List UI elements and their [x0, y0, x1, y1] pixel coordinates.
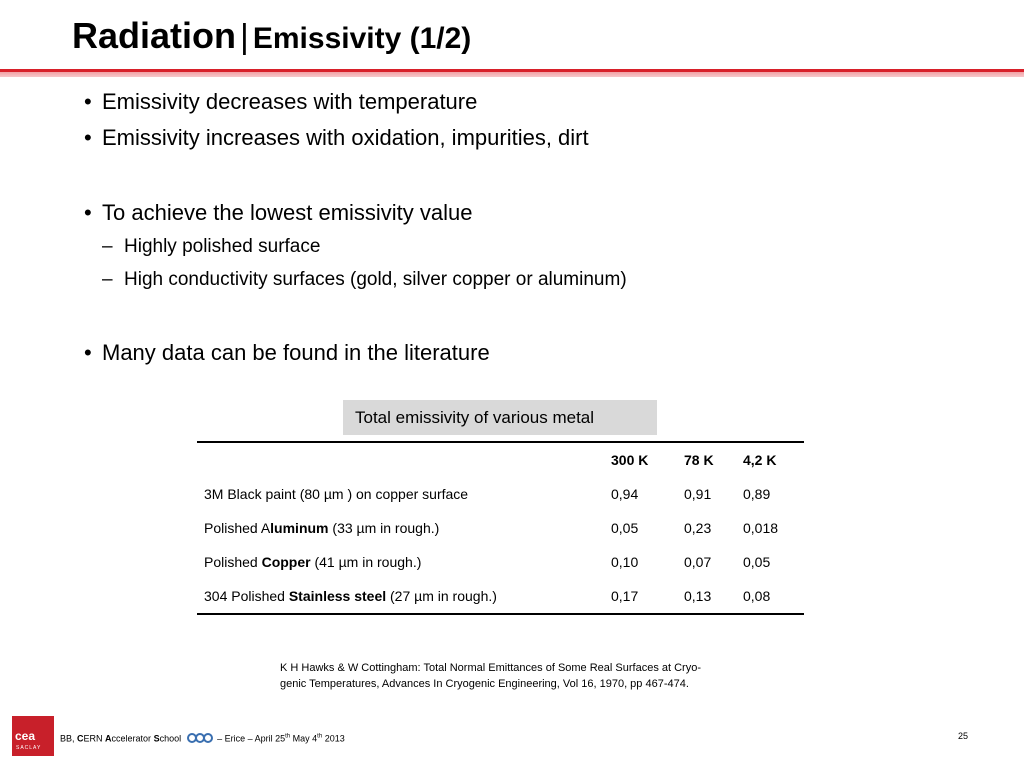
- literature-reference: K H Hawks & W Cottingham: Total Normal E…: [280, 660, 780, 692]
- table-row: 304 Polished Stainless steel (27 µm in r…: [197, 579, 804, 614]
- value-cell: 0,17: [611, 588, 639, 604]
- table-row: Polished Aluminum (33 µm in rough.) 0,05…: [197, 511, 804, 545]
- title-separator: |: [240, 18, 249, 56]
- bullet-item: • Emissivity increases with oxidation, im…: [84, 125, 589, 150]
- cas-logo-icon: [187, 731, 214, 747]
- reference-line: K H Hawks & W Cottingham: Total Normal E…: [280, 662, 701, 674]
- cea-logo: cea SACLAY: [12, 716, 54, 756]
- cea-logo-text: cea: [15, 729, 36, 743]
- sub-bullet-item: – Highly polished surface: [102, 236, 321, 257]
- value-cell: 0,10: [611, 554, 639, 570]
- header-cell: [197, 442, 604, 477]
- material-cell: 3M Black paint (80 µm ) on copper surfac…: [204, 486, 469, 502]
- material-cell: 304 Polished Stainless steel (27 µm in r…: [204, 588, 497, 604]
- material-cell: Polished Copper (41 µm in rough.): [204, 554, 422, 570]
- value-cell: 0,94: [611, 486, 639, 502]
- header-cell: 4,2 K: [743, 452, 777, 468]
- material-cell: Polished Aluminum (33 µm in rough.): [204, 520, 440, 536]
- title-main: Radiation: [72, 15, 237, 56]
- table-row: Polished Copper (41 µm in rough.) 0,10 0…: [197, 545, 804, 579]
- reference-line: genic Temperatures, Advances In Cryogeni…: [280, 678, 689, 690]
- value-cell: 0,89: [743, 486, 771, 502]
- header-cell: 78 K: [684, 452, 714, 468]
- value-cell: 0,07: [684, 554, 712, 570]
- value-cell: 0,13: [684, 588, 712, 604]
- table-header-row: 300 K 78 K 4,2 K: [197, 442, 804, 477]
- value-cell: 0,91: [684, 486, 712, 502]
- value-cell: 0,05: [611, 520, 639, 536]
- value-cell: 0,05: [743, 554, 771, 570]
- value-cell: 0,08: [743, 588, 771, 604]
- page-number: 25: [958, 731, 969, 741]
- title-underline: [0, 69, 1024, 77]
- value-cell: 0,23: [684, 520, 712, 536]
- footer-text: BB, CERN Accelerator School – Erice – Apr…: [60, 731, 345, 747]
- slide-title: Radiation | Emissivity (1/2): [72, 15, 472, 56]
- cea-logo-subtext: SACLAY: [16, 745, 42, 751]
- header-cell: 300 K: [611, 452, 649, 468]
- sub-bullet-item: – High conductivity surfaces (gold, silve…: [102, 269, 627, 290]
- bullet-item: • Emissivity decreases with temperature: [84, 89, 478, 114]
- title-sub: Emissivity (1/2): [252, 22, 472, 55]
- bullet-item: • To achieve the lowest emissivity value: [84, 200, 473, 225]
- value-cell: 0,018: [743, 520, 779, 536]
- emissivity-table: 300 K 78 K 4,2 K 3M Black paint (80 µm )…: [197, 441, 804, 615]
- table-caption: Total emissivity of various metal: [343, 400, 657, 435]
- bullet-item: • Many data can be found in the literatur…: [84, 340, 490, 365]
- table-row: 3M Black paint (80 µm ) on copper surfac…: [197, 477, 804, 511]
